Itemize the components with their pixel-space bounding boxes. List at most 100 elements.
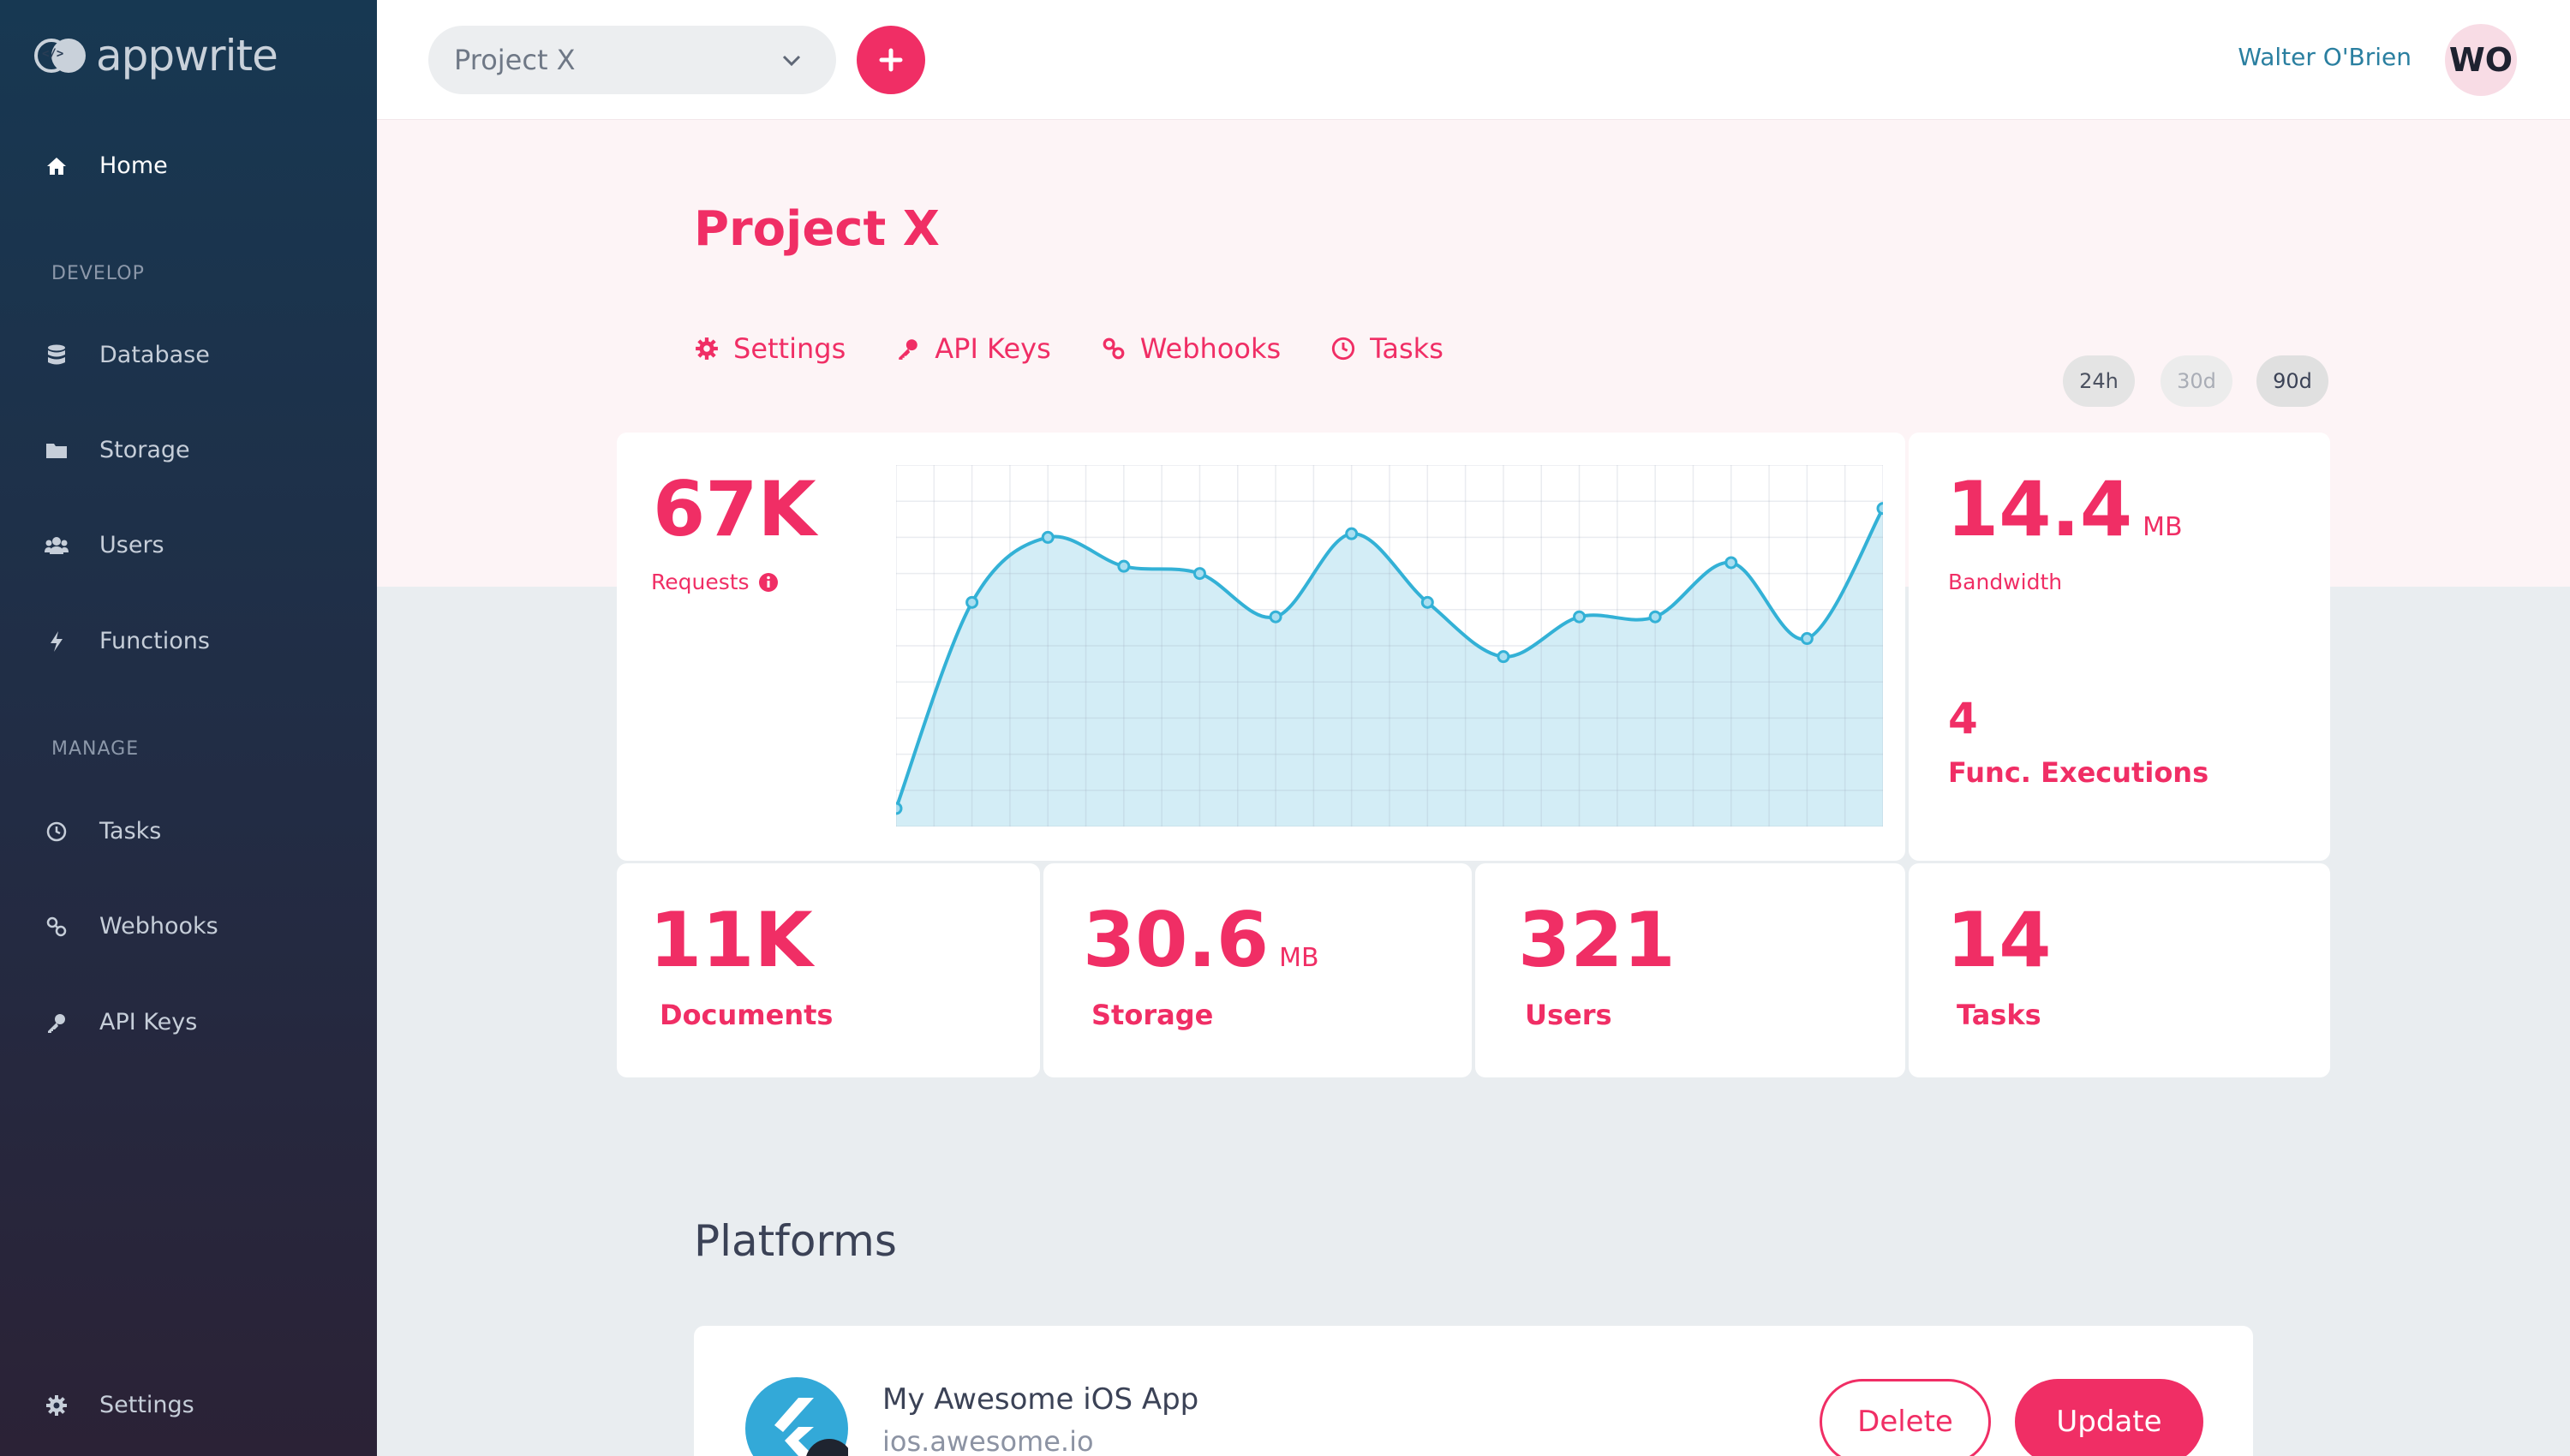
storage-card: 30.6 MB Storage [1043, 863, 1472, 1077]
bandwidth-value: 14.4 MB [1946, 465, 2183, 553]
sidebar-item-label: Home [99, 152, 168, 179]
executions-value: 4 [1948, 694, 1978, 743]
tasks-label: Tasks [1957, 999, 2041, 1031]
sidebar-item-settings[interactable]: Settings [45, 1392, 194, 1418]
sidebar-item-label: Tasks [99, 818, 162, 844]
sidebar: </> appwrite Home DEVELOP Database Stora… [0, 0, 377, 1456]
chart-point [1800, 632, 1814, 646]
bandwidth-card: 14.4 MB Bandwidth 4 Func. Executions [1909, 433, 2330, 861]
bolt-icon [45, 630, 69, 653]
sidebar-item-webhooks[interactable]: Webhooks [45, 913, 218, 940]
chart-point [1573, 610, 1587, 624]
range-30d-button[interactable]: 30d [2161, 355, 2232, 407]
project-tabs: Settings API Keys Webhooks Tasks [694, 332, 1443, 365]
platform-row: My Awesome iOS App ios.awesome.io Delete… [694, 1326, 2253, 1456]
update-button[interactable]: Update [2015, 1379, 2203, 1456]
home-icon [45, 154, 69, 178]
sidebar-section-manage: MANAGE [51, 738, 140, 760]
tab-label: Webhooks [1139, 332, 1282, 365]
key-icon [895, 336, 921, 361]
requests-chart [896, 465, 1883, 826]
tab-webhooks[interactable]: Webhooks [1101, 332, 1281, 365]
chart-point [1117, 559, 1131, 573]
plus-icon [879, 48, 903, 72]
bandwidth-unit: MB [2143, 512, 2183, 542]
page-title: Project X [694, 201, 940, 257]
sidebar-item-label: Settings [99, 1392, 194, 1418]
storage-label: Storage [1091, 999, 1214, 1031]
chevron-down-icon [782, 55, 801, 67]
chart-point [965, 595, 979, 609]
sidebar-item-home[interactable]: Home [45, 152, 168, 179]
users-card: 321 Users [1475, 863, 1905, 1077]
sidebar-item-label: Functions [99, 628, 210, 654]
chart-point [1724, 556, 1738, 570]
bandwidth-number: 14.4 [1946, 465, 2133, 553]
project-select[interactable]: Project X [428, 26, 836, 94]
tab-label: Tasks [1370, 332, 1443, 365]
database-icon [45, 343, 69, 367]
documents-label: Documents [660, 999, 834, 1031]
bandwidth-label: Bandwidth [1948, 570, 2063, 594]
tab-label: API Keys [935, 332, 1051, 365]
tab-api-keys[interactable]: API Keys [895, 332, 1051, 365]
sidebar-item-users[interactable]: Users [45, 532, 164, 558]
storage-unit: MB [1279, 943, 1319, 973]
users-icon [45, 534, 69, 558]
avatar[interactable]: WO [2445, 24, 2517, 96]
requests-label-text: Requests [651, 570, 750, 594]
requests-card: 67K Requests [617, 433, 1905, 861]
folder-icon [45, 439, 69, 462]
top-bar: Project X Walter O'Brien WO [377, 0, 2570, 120]
logo[interactable]: </> appwrite [34, 31, 278, 81]
link-icon [1101, 336, 1127, 361]
clock-icon [45, 820, 69, 844]
platforms-heading: Platforms [694, 1216, 897, 1266]
appwrite-logo-icon: </> [34, 37, 87, 75]
platform-name: My Awesome iOS App [882, 1382, 1199, 1417]
sidebar-item-label: API Keys [99, 1009, 198, 1035]
chart-point [1041, 530, 1055, 544]
gear-icon [694, 336, 720, 361]
sidebar-item-label: Users [99, 532, 164, 558]
tab-tasks[interactable]: Tasks [1330, 332, 1443, 365]
users-value: 321 [1518, 896, 1676, 984]
sidebar-item-api-keys[interactable]: API Keys [45, 1009, 197, 1035]
platform-url: ios.awesome.io [882, 1425, 1094, 1456]
storage-number: 30.6 [1083, 896, 1270, 984]
link-icon [45, 915, 69, 939]
chart-area [896, 508, 1883, 826]
chart-point [1876, 502, 1883, 516]
clock-icon [1330, 336, 1356, 361]
tasks-value: 14 [1946, 896, 2052, 984]
tasks-card: 14 Tasks [1909, 863, 2330, 1077]
logo-text: appwrite [96, 31, 278, 81]
info-icon[interactable] [758, 572, 779, 593]
documents-card: 11K Documents [617, 863, 1040, 1077]
flutter-icon [745, 1377, 852, 1456]
users-label: Users [1525, 999, 1612, 1031]
range-90d-button[interactable]: 90d [2256, 355, 2328, 407]
chart-point [1192, 567, 1206, 581]
tab-settings[interactable]: Settings [694, 332, 846, 365]
storage-value: 30.6 MB [1083, 896, 1319, 984]
sidebar-item-label: Storage [99, 437, 190, 463]
chart-point [1648, 610, 1662, 624]
sidebar-item-label: Database [99, 342, 210, 368]
chart-point [1345, 527, 1359, 540]
add-project-button[interactable] [857, 26, 925, 94]
key-icon [45, 1011, 69, 1035]
range-24h-button[interactable]: 24h [2063, 355, 2135, 407]
sidebar-item-database[interactable]: Database [45, 342, 210, 368]
chart-point [1497, 650, 1510, 664]
chart-point [896, 802, 903, 815]
requests-value: 67K [653, 465, 816, 553]
sidebar-item-functions[interactable]: Functions [45, 628, 210, 654]
delete-button[interactable]: Delete [1820, 1379, 1991, 1456]
project-select-value: Project X [454, 44, 576, 76]
sidebar-item-tasks[interactable]: Tasks [45, 818, 161, 844]
sidebar-item-storage[interactable]: Storage [45, 437, 190, 463]
sidebar-section-develop: DEVELOP [51, 263, 145, 284]
user-name[interactable]: Walter O'Brien [2238, 43, 2412, 71]
executions-label: Func. Executions [1948, 756, 2209, 789]
